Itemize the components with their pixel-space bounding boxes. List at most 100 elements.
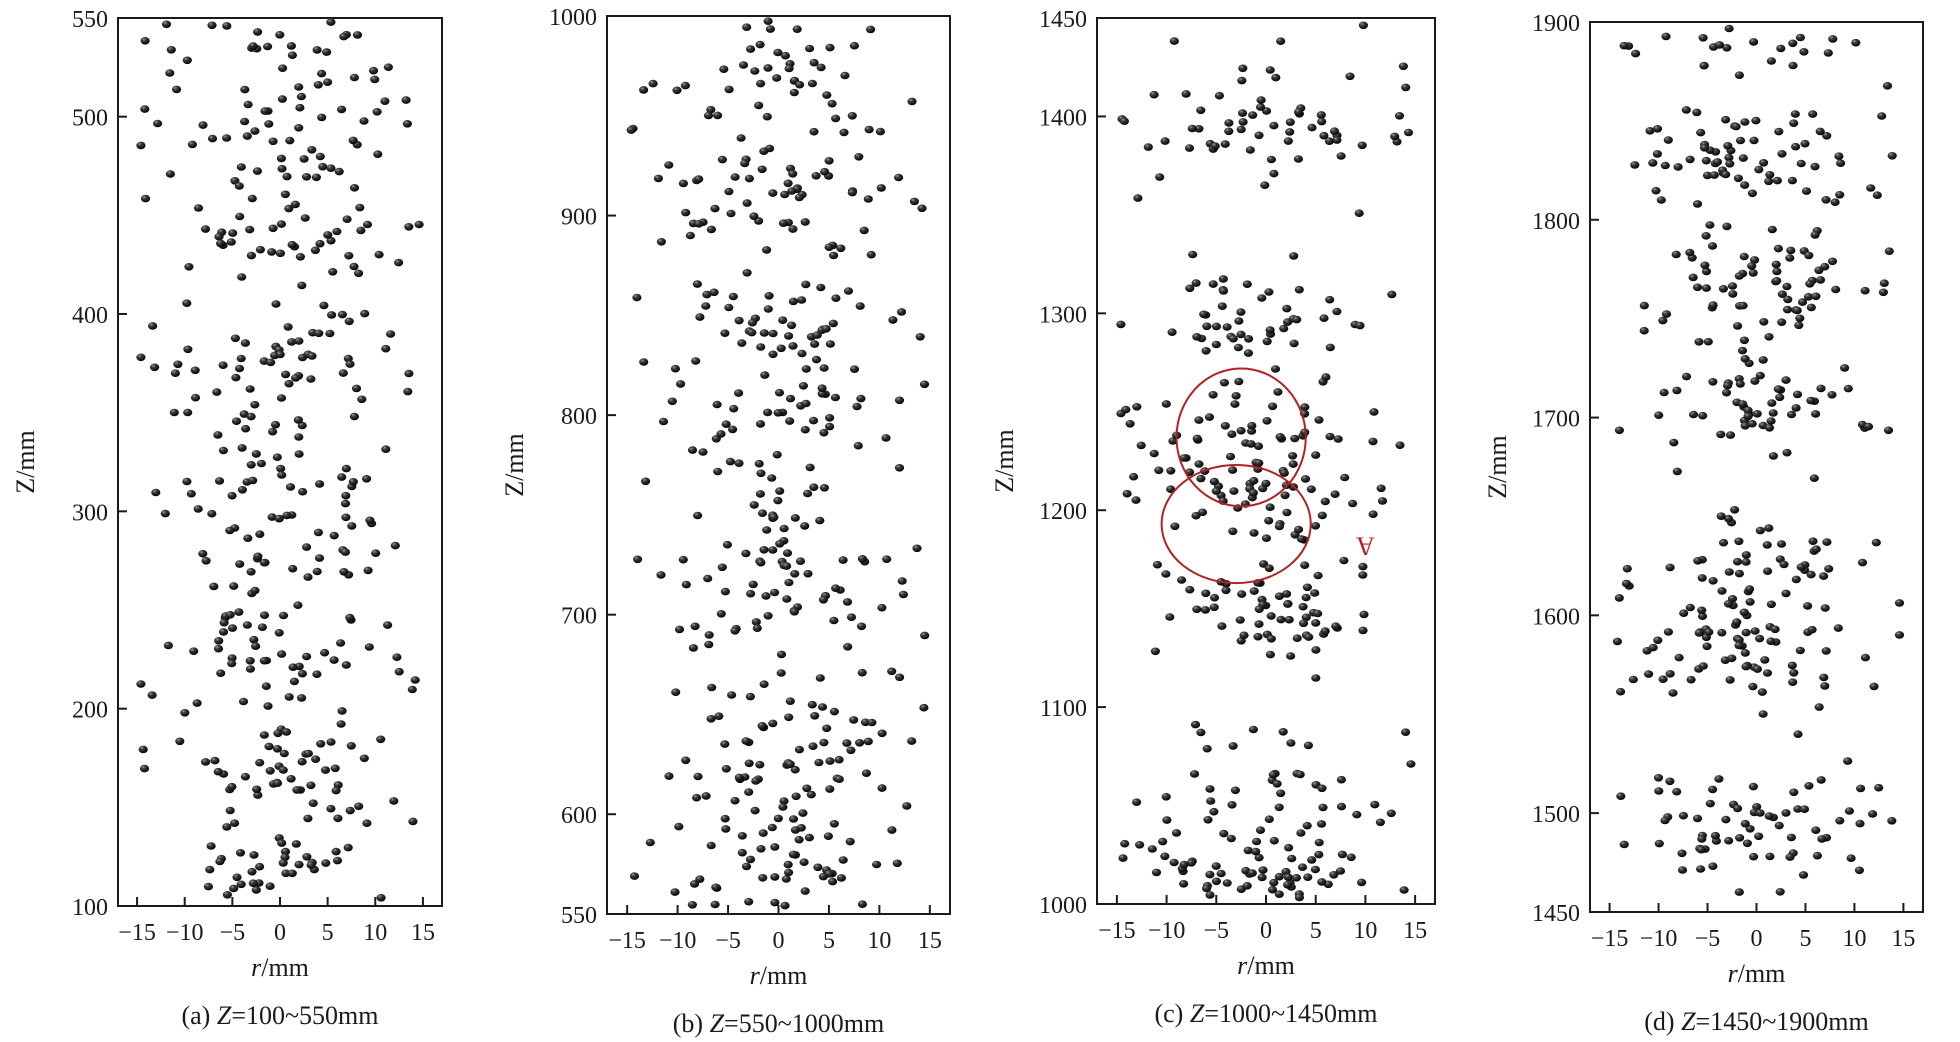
particle-point bbox=[1855, 819, 1865, 828]
particle-point bbox=[1734, 888, 1744, 896]
particle-point bbox=[740, 159, 750, 168]
particle-point bbox=[1750, 377, 1760, 385]
particle-point bbox=[169, 408, 179, 417]
particle-point bbox=[264, 120, 274, 128]
particle-point bbox=[250, 586, 260, 595]
particle-point bbox=[804, 833, 815, 842]
particle-point bbox=[902, 802, 912, 810]
particle-point bbox=[1805, 280, 1815, 288]
particle-point bbox=[1219, 378, 1229, 387]
particle-point bbox=[1767, 399, 1777, 407]
particle-point bbox=[782, 549, 793, 557]
panel-caption: (d) Z=1450~1900mm bbox=[1644, 1007, 1868, 1036]
particle-point bbox=[815, 516, 825, 525]
x-tick-label: −15 bbox=[608, 928, 646, 954]
particle-point bbox=[1228, 742, 1238, 750]
particle-point bbox=[229, 884, 239, 893]
particle-point bbox=[246, 461, 256, 469]
y-tick-label: 1400 bbox=[1039, 105, 1087, 131]
particle-point bbox=[1221, 586, 1231, 595]
particle-point bbox=[742, 23, 752, 32]
particle-point bbox=[754, 101, 764, 110]
particle-point bbox=[1648, 643, 1658, 652]
particle-point bbox=[1795, 646, 1805, 655]
particle-point bbox=[1406, 760, 1416, 768]
y-tick-label: 1450 bbox=[1532, 901, 1580, 927]
particle-point bbox=[1149, 90, 1159, 99]
particle-point bbox=[1307, 123, 1317, 132]
particle-point bbox=[294, 124, 304, 132]
particle-point bbox=[1206, 797, 1216, 805]
particle-point bbox=[288, 663, 298, 671]
particle-point bbox=[756, 469, 766, 478]
particle-point bbox=[857, 668, 867, 677]
particle-point bbox=[748, 580, 758, 589]
particle-point bbox=[240, 339, 250, 347]
particle-point bbox=[1192, 434, 1202, 443]
particle-point bbox=[1811, 826, 1821, 834]
particle-point bbox=[1264, 564, 1274, 572]
particle-point bbox=[1708, 301, 1718, 309]
particle-point bbox=[340, 548, 350, 556]
particle-point bbox=[206, 842, 216, 850]
particle-point bbox=[372, 108, 382, 116]
particle-point bbox=[1314, 838, 1324, 847]
particle-point bbox=[234, 364, 245, 373]
particle-point bbox=[1132, 403, 1142, 411]
particle-point bbox=[653, 174, 664, 183]
particle-point bbox=[785, 697, 795, 705]
particle-point bbox=[394, 667, 404, 676]
particle-point bbox=[1401, 83, 1411, 92]
particle-point bbox=[1811, 292, 1821, 301]
particle-point bbox=[1247, 427, 1257, 435]
particle-point bbox=[1279, 469, 1289, 477]
particle-point bbox=[710, 900, 720, 909]
particle-point bbox=[1621, 579, 1632, 588]
particle-point bbox=[1696, 845, 1706, 854]
particle-point bbox=[1267, 885, 1278, 894]
particle-point bbox=[1191, 279, 1201, 287]
particle-point bbox=[407, 685, 417, 694]
x-tick-label: 0 bbox=[1260, 918, 1272, 944]
particle-point bbox=[187, 140, 197, 149]
particle-point bbox=[785, 394, 796, 403]
particle-point bbox=[383, 621, 393, 629]
particle-point bbox=[1181, 90, 1191, 98]
particle-point bbox=[742, 199, 752, 207]
particle-point bbox=[695, 313, 705, 321]
x-tick-label: 15 bbox=[1891, 926, 1915, 952]
particle-point bbox=[1742, 839, 1752, 848]
particle-point bbox=[274, 629, 284, 637]
particle-point bbox=[1256, 103, 1266, 111]
particle-point bbox=[182, 477, 192, 486]
particle-point bbox=[824, 157, 834, 165]
particle-point bbox=[1782, 305, 1793, 314]
particle-point bbox=[784, 868, 794, 877]
particle-point bbox=[1819, 572, 1829, 580]
particle-point bbox=[765, 25, 776, 33]
particle-point bbox=[381, 344, 391, 353]
particle-points bbox=[1116, 21, 1416, 902]
particle-point bbox=[716, 430, 726, 438]
particle-point bbox=[302, 543, 312, 551]
particle-point bbox=[240, 85, 250, 94]
particle-point bbox=[762, 112, 772, 121]
particle-point bbox=[1882, 82, 1893, 90]
particle-point bbox=[706, 225, 717, 234]
particle-point bbox=[1268, 402, 1278, 411]
particle-point bbox=[759, 147, 769, 155]
x-axis-label: r/mm bbox=[1237, 951, 1295, 980]
particle-point bbox=[1219, 829, 1229, 838]
particle-point bbox=[794, 193, 804, 202]
particle-point bbox=[1772, 176, 1782, 185]
particle-point bbox=[698, 448, 708, 456]
particle-point bbox=[312, 567, 322, 576]
particle-point bbox=[275, 31, 285, 39]
particle-point bbox=[302, 853, 312, 861]
particle-point bbox=[1747, 419, 1757, 428]
particle-point bbox=[775, 487, 785, 495]
particle-point bbox=[326, 164, 336, 172]
particle-point bbox=[1686, 675, 1696, 684]
particle-point bbox=[825, 414, 835, 422]
particle-point bbox=[1295, 770, 1305, 779]
